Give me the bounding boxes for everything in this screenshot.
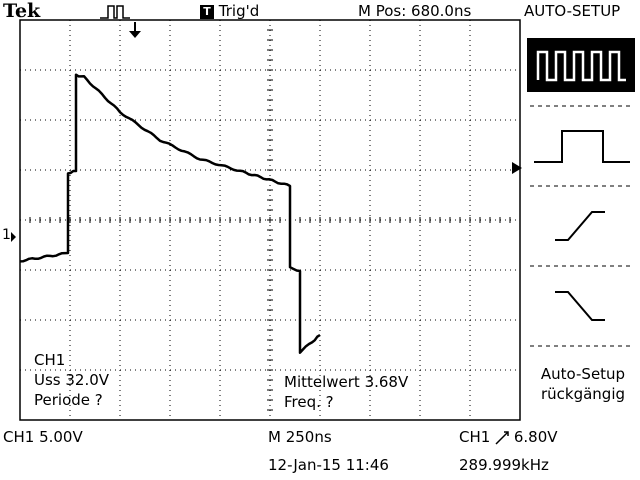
trigger-level-marker (512, 162, 522, 174)
trigger-readout: CH1 6.80V (459, 428, 558, 446)
square-wave-icon (536, 50, 626, 82)
rising-slope-icon (495, 430, 509, 445)
trigger-frequency: 289.999kHz (459, 456, 549, 474)
pulse-waveform-icon (100, 5, 130, 19)
measurement-amplitude: Uss 32.0V (34, 371, 110, 389)
trigger-level: 6.80V (513, 428, 558, 446)
date-time: 12-Jan-15 11:46 (268, 456, 389, 474)
timebase: M 250ns (268, 428, 332, 446)
channel-ground-marker (11, 232, 16, 242)
trigger-badge: T (200, 4, 214, 19)
channel-ground-label: 1 (2, 227, 11, 243)
single-pulse-icon[interactable] (534, 130, 630, 163)
measurement-panel-right: Mittelwert 3.68V Freq. ? (284, 372, 408, 412)
horizontal-position: M Pos: 680.0ns (358, 2, 472, 20)
measurement-panel-left: CH1 Uss 32.0V Periode ? (34, 350, 109, 410)
square-wave-option[interactable] (527, 38, 635, 92)
undo-autosetup-line2: rückgängig (540, 385, 626, 403)
undo-autosetup-line1: Auto-Setup (540, 365, 626, 383)
undo-autosetup-button[interactable]: Auto-Setup rückgängig (531, 364, 635, 404)
measurement-channel: CH1 (34, 351, 66, 369)
measurement-frequency: Freq. ? (284, 393, 334, 411)
trigger-source: CH1 (459, 428, 491, 446)
trigger-status: T Trig'd (200, 2, 259, 20)
menu-title: AUTO-SETUP (524, 2, 621, 20)
measurement-period: Periode ? (34, 391, 103, 409)
falling-edge-icon[interactable] (555, 291, 605, 321)
brand-logo: Tek (3, 0, 41, 22)
rising-edge-icon[interactable] (555, 211, 605, 241)
trigger-status-text: Trig'd (218, 2, 260, 20)
waveform-trace (19, 73, 321, 354)
trigger-position-marker (129, 22, 141, 38)
measurement-mean: Mittelwert 3.68V (284, 373, 409, 391)
channel-scale: CH1 5.00V (3, 428, 83, 446)
